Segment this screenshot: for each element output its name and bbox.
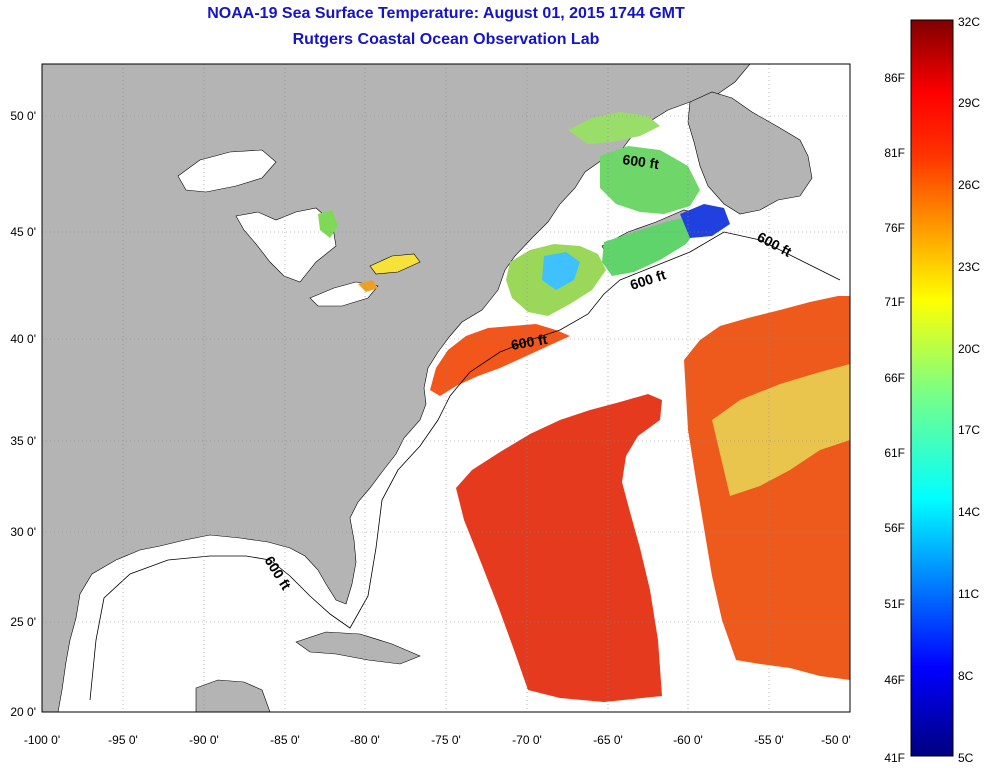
- st-lawrence-estuary: [568, 112, 660, 144]
- lon-tick-label: -60 0': [673, 733, 703, 747]
- colorbar-celsius-label: 26C: [958, 178, 980, 192]
- colorbar-celsius-label: 5C: [958, 751, 974, 765]
- colorbar-celsius-label: 14C: [958, 505, 980, 519]
- map-title: NOAA-19 Sea Surface Temperature: August …: [207, 5, 685, 22]
- temperature-colorbar: [910, 19, 954, 757]
- lon-tick-label: -70 0': [512, 733, 542, 747]
- lat-tick-label: 50 0': [10, 109, 36, 123]
- lat-tick-label: 45 0': [10, 225, 36, 239]
- lat-tick-label: 30 0': [10, 525, 36, 539]
- colorbar-fahrenheit-label: 86F: [884, 71, 905, 85]
- contour-label: 600 ft: [510, 331, 549, 353]
- lake-green-patch: [318, 210, 338, 238]
- lon-tick-label: -65 0': [593, 733, 623, 747]
- georges-bank-sst: [542, 252, 580, 290]
- cuba-land: [295, 631, 421, 665]
- colorbar-celsius-label: 11C: [958, 587, 979, 601]
- scotian-shelf-sst: [602, 216, 700, 276]
- lon-tick-label: -55 0': [754, 733, 784, 747]
- colorbar-fahrenheit-label: 66F: [884, 371, 905, 385]
- colorbar-celsius-label: 32C: [958, 15, 980, 29]
- colorbar-celsius-label: 17C: [958, 423, 980, 437]
- contour-label: 600 ft: [622, 151, 661, 172]
- newfoundland-land: [687, 91, 813, 215]
- lake-michigan-huron: [235, 207, 337, 283]
- lake-erie: [369, 253, 421, 275]
- colorbar-fahrenheit-label: 81F: [884, 146, 905, 160]
- colorbar-fahrenheit-label: 41F: [884, 751, 905, 765]
- colorbar-celsius-label: 8C: [958, 669, 974, 683]
- colorbar-fahrenheit-label: 76F: [884, 221, 905, 235]
- yucatan-land: [195, 679, 271, 712]
- colorbar-celsius-label: 29C: [958, 96, 980, 110]
- lat-tick-label: 35 0': [10, 434, 36, 448]
- colorbar-celsius-label: 23C: [958, 260, 980, 274]
- map-border: [41, 63, 851, 713]
- colorbar-fahrenheit-label: 61F: [884, 446, 905, 460]
- gulf-st-lawrence: [600, 146, 700, 214]
- lake-ontario: [309, 281, 379, 307]
- graticule: [42, 64, 850, 712]
- lon-tick-label: -90 0': [189, 733, 219, 747]
- cold-water-sst: [680, 204, 730, 238]
- colorbar-fahrenheit-label: 51F: [884, 597, 905, 611]
- colorbar-fahrenheit-label: 46F: [884, 673, 905, 687]
- isobath-line: [89, 231, 841, 701]
- lat-tick-label: 25 0': [10, 615, 36, 629]
- lon-tick-label: -50 0': [821, 733, 851, 747]
- lon-tick-label: -100 0': [24, 733, 60, 747]
- sst-swath-east-cool: [712, 364, 850, 496]
- colorbar-fahrenheit-label: 71F: [884, 295, 905, 309]
- lon-tick-label: -75 0': [431, 733, 461, 747]
- lake-superior: [177, 149, 277, 193]
- lon-tick-label: -85 0': [270, 733, 300, 747]
- north-america-land: [42, 64, 751, 712]
- lake-orange-patch: [358, 280, 378, 292]
- map-subtitle: Rutgers Coastal Ocean Observation Lab: [292, 31, 600, 48]
- lon-tick-label: -95 0': [108, 733, 138, 747]
- lat-tick-label: 40 0': [10, 332, 36, 346]
- lon-tick-label: -80 0': [350, 733, 380, 747]
- colorbar-fahrenheit-label: 56F: [884, 521, 905, 535]
- sst-swath-central: [456, 394, 662, 702]
- colorbar-celsius-label: 20C: [958, 342, 980, 356]
- lat-tick-label: 20 0': [10, 705, 36, 719]
